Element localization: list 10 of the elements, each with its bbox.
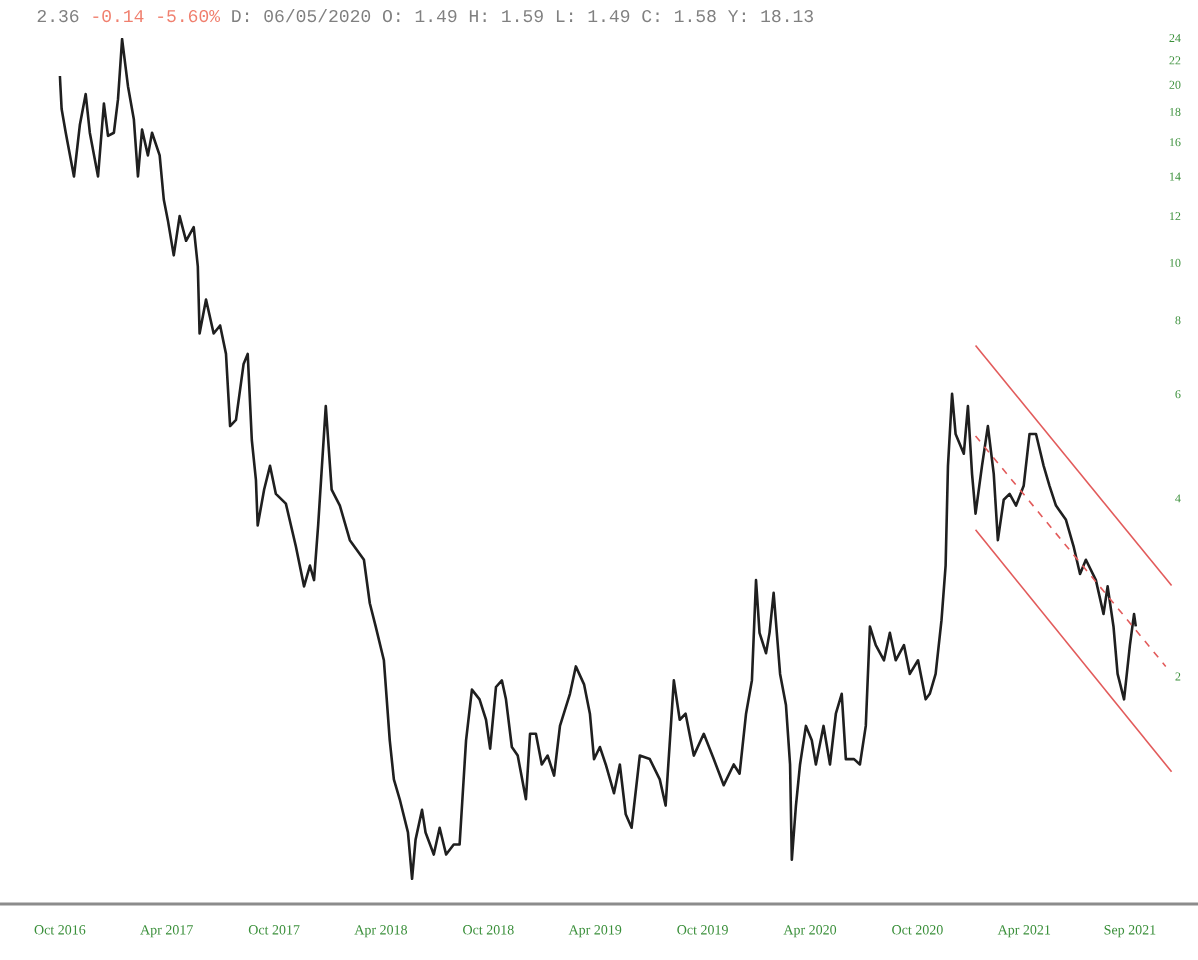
text: O: 1.49 — [382, 9, 457, 23]
text: -0.14 — [93, 9, 144, 23]
text: L: 1.49 — [556, 9, 630, 23]
text: 2.36 — [37, 9, 79, 23]
text: Y: 18.13 — [728, 9, 813, 23]
text: -5.60% — [158, 9, 221, 23]
text: D: 06/05/2020 — [232, 8, 371, 23]
line-series — [58, 37, 1138, 881]
text: H: 1.59 — [469, 9, 543, 23]
text: C: 1.58 — [642, 9, 716, 23]
